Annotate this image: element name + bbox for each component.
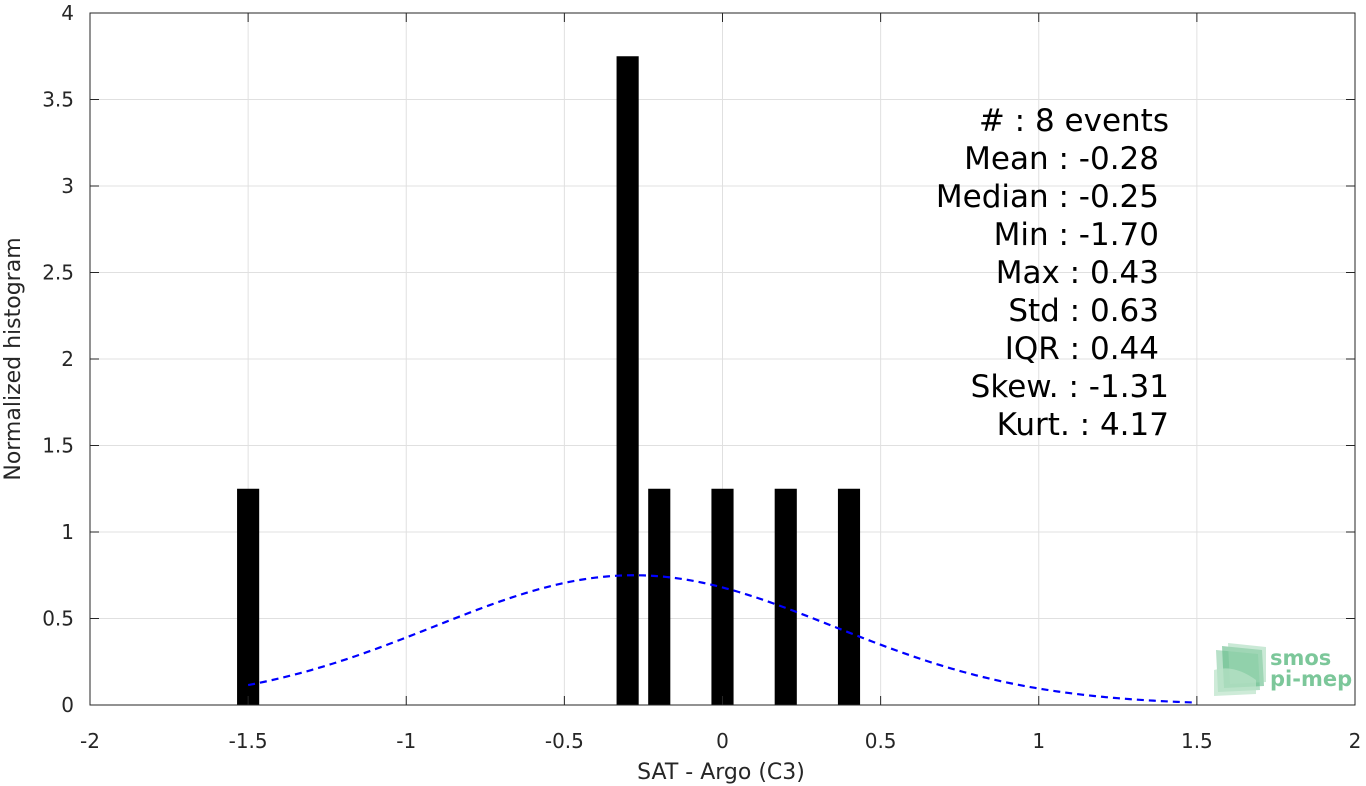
stats-line: Skew. : -1.31 <box>971 369 1169 405</box>
x-tick-label: -2 <box>80 729 100 753</box>
y-axis-label: Normalized histogram <box>1 237 26 480</box>
histogram-bar <box>237 488 260 705</box>
x-tick-label: -0.5 <box>545 729 584 753</box>
y-tick-label: 3.5 <box>42 88 74 112</box>
histogram-bars <box>237 56 861 705</box>
x-tick-label: 0 <box>716 729 729 753</box>
histogram-bar <box>837 488 861 705</box>
y-tick-label: 1.5 <box>42 434 74 458</box>
histogram-bar <box>711 488 734 705</box>
gaussian-fit-curve <box>247 574 1197 704</box>
y-tick-label: 0 <box>61 693 74 717</box>
y-tick-label: 0.5 <box>42 607 74 631</box>
x-axis-label: SAT - Argo (C3) <box>637 760 805 785</box>
fit-curve-layer <box>247 574 1197 704</box>
logo-line-pi-mep: pi-mep <box>1270 667 1352 691</box>
x-tick-label: 1.5 <box>1181 729 1213 753</box>
stats-line: Mean : -0.28 <box>964 141 1159 177</box>
stats-line: IQR : 0.44 <box>1005 331 1159 367</box>
y-tick-label: 2 <box>61 347 74 371</box>
x-tick-label: 2 <box>1349 729 1362 753</box>
y-tick-label: 3 <box>61 174 74 198</box>
y-tick-label: 1 <box>61 520 74 544</box>
x-tick-label: -1.5 <box>229 729 268 753</box>
x-tick-label: 0.5 <box>865 729 897 753</box>
y-tick-label: 4 <box>61 1 74 25</box>
smos-pi-mep-logo: smos pi-mep <box>1214 643 1352 696</box>
axes <box>89 12 1356 706</box>
stats-line: Min : -1.70 <box>994 217 1159 253</box>
stats-line: Median : -0.25 <box>936 179 1159 215</box>
stats-line: Max : 0.43 <box>996 255 1159 291</box>
histogram-bar <box>616 56 639 705</box>
logo-line-smos: smos <box>1270 646 1331 670</box>
y-tick-label: 2.5 <box>42 261 74 285</box>
stats-line: # : 8 events <box>979 103 1169 139</box>
tick-labels: -2 -1.5 -1 -0.5 0 0.5 1 1.5 2 0 0.5 1 1.5 2 2.5 3 3.5 4 <box>42 1 1361 753</box>
logo-mark-icon <box>1214 643 1266 696</box>
stats-line: Std : 0.63 <box>1008 293 1159 329</box>
stats-line: Kurt. : 4.17 <box>997 407 1169 443</box>
histogram-bar <box>648 488 671 705</box>
histogram-bar <box>774 488 797 705</box>
x-tick-label: -1 <box>396 729 416 753</box>
x-tick-label: 1 <box>1032 729 1045 753</box>
